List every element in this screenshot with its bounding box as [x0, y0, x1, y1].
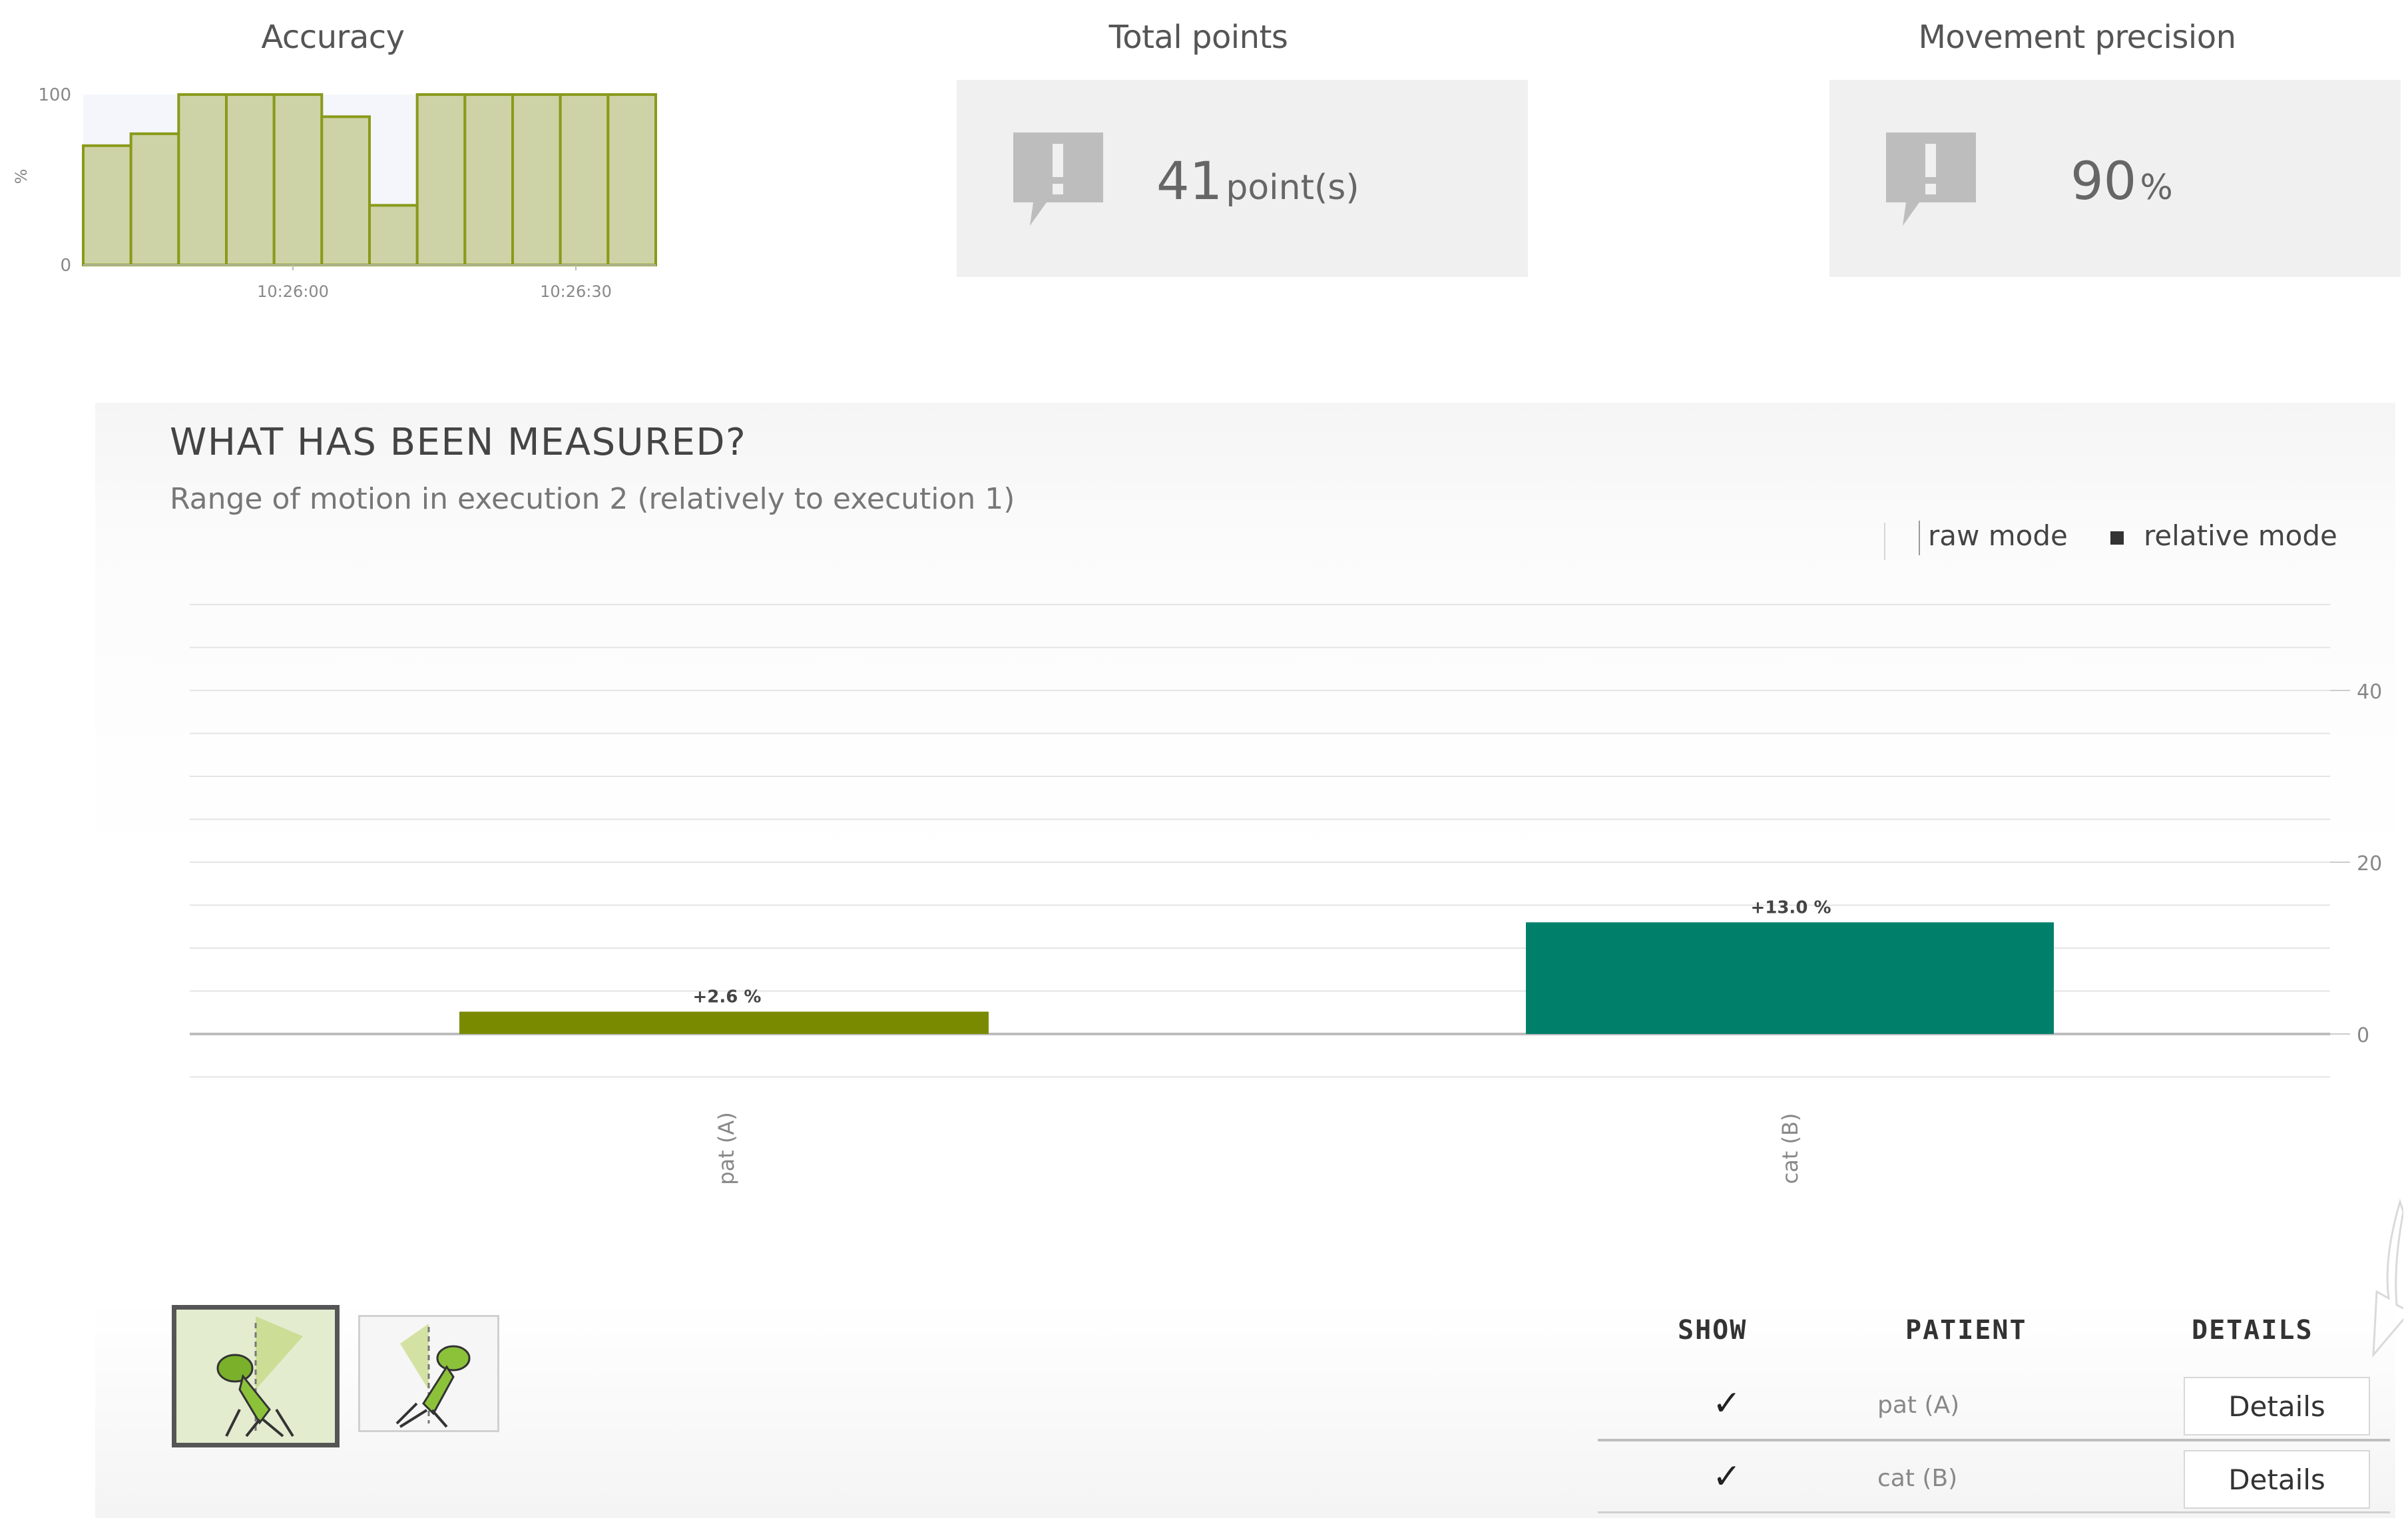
total-points-title: Total points — [1108, 19, 1288, 56]
accuracy-bar — [559, 93, 610, 266]
bar — [459, 1011, 989, 1034]
table-bottom-divider — [1598, 1511, 2390, 1513]
relative-mode-label: relative mode — [2144, 519, 2337, 552]
y-tick-label: 0 — [2357, 1024, 2369, 1047]
raw-mode-label: raw mode — [1928, 519, 2068, 552]
legend-separator — [1884, 523, 1885, 560]
exclamation-speech-icon — [1013, 132, 1103, 226]
table-row: ✓ pat (A) Details — [1598, 1372, 2390, 1438]
accuracy-x-tick-label: 10:26:30 — [540, 282, 612, 301]
category-label: cat (B) — [1778, 1113, 1803, 1184]
movement-precision-unit: % — [2140, 168, 2173, 208]
relative-mode-swatch — [2110, 531, 2124, 545]
col-header-details: DETAILS — [2192, 1315, 2313, 1346]
accuracy-bar — [272, 93, 324, 266]
accuracy-bar — [225, 93, 276, 266]
bar-data-label: +13.0 % — [1750, 898, 1831, 917]
show-checkbox-pat-a[interactable]: ✓ — [1712, 1384, 1742, 1423]
grasshopper-exercise-icon — [216, 1316, 303, 1437]
accuracy-x-tick-label: 10:26:00 — [257, 282, 329, 301]
bar-data-label: +2.6 % — [693, 987, 762, 1007]
total-points-value: 41 — [1156, 152, 1223, 212]
total-points-card: 41 point(s) — [957, 80, 1528, 277]
exercise-thumbnail-1[interactable] — [172, 1305, 340, 1447]
patient-name: cat (B) — [1877, 1465, 1958, 1492]
accuracy-bar — [82, 144, 132, 266]
accuracy-bar — [463, 93, 514, 266]
accuracy-title: Accuracy — [261, 19, 405, 56]
table-row: ✓ cat (B) Details — [1598, 1443, 2390, 1510]
table-row-divider — [1598, 1439, 2390, 1441]
accuracy-bar — [368, 204, 419, 266]
show-checkbox-cat-b[interactable]: ✓ — [1712, 1457, 1742, 1497]
legend-relative-mode[interactable]: relative mode — [2110, 519, 2337, 552]
accuracy-bar — [177, 93, 228, 266]
corner-arrow-icon — [2372, 1198, 2403, 1358]
col-header-show: SHOW — [1678, 1315, 1748, 1346]
category-label: pat (A) — [714, 1112, 739, 1185]
bar — [1526, 922, 2054, 1034]
y-tick-label: 40 — [2357, 680, 2382, 704]
accuracy-chart: 0 100% 10:26:00 10:26:30 — [12, 85, 657, 301]
total-points-unit: point(s) — [1226, 168, 1359, 208]
accuracy-bar — [415, 93, 467, 266]
accuracy-y-axis-label: % — [12, 169, 31, 184]
col-header-patient: PATIENT — [1905, 1315, 2027, 1346]
accuracy-bar — [320, 115, 371, 266]
raw-mode-line — [1919, 520, 1920, 555]
movement-precision-value: 90 — [2070, 152, 2137, 212]
accuracy-bar — [606, 93, 657, 266]
accuracy-y-tick-label: 0 — [60, 256, 71, 276]
y-tick-label: 20 — [2357, 852, 2382, 876]
measured-subtitle: Range of motion in execution 2 (relative… — [170, 482, 1015, 516]
exercise-thumbnail-2[interactable] — [358, 1315, 499, 1432]
accuracy-bar — [129, 132, 180, 266]
exclamation-speech-icon — [1886, 132, 1976, 226]
movement-precision-card: 90 % — [1829, 80, 2401, 277]
measured-title: WHAT HAS BEEN MEASURED? — [170, 421, 747, 464]
legend-raw-mode[interactable]: raw mode — [1919, 519, 2068, 555]
patient-name: pat (A) — [1877, 1392, 1960, 1419]
relative-motion-chart: 0 20 40 +2.6 % pat (A) +13.0 % cat (B) — [190, 604, 2382, 1185]
grasshopper-exercise-alt-icon — [395, 1324, 471, 1428]
details-button-pat-a[interactable]: Details — [2184, 1377, 2370, 1435]
accuracy-y-tick-label: 100 — [38, 85, 71, 105]
movement-precision-title: Movement precision — [1918, 19, 2236, 56]
details-button-cat-b[interactable]: Details — [2184, 1450, 2370, 1509]
accuracy-bar — [511, 93, 562, 266]
